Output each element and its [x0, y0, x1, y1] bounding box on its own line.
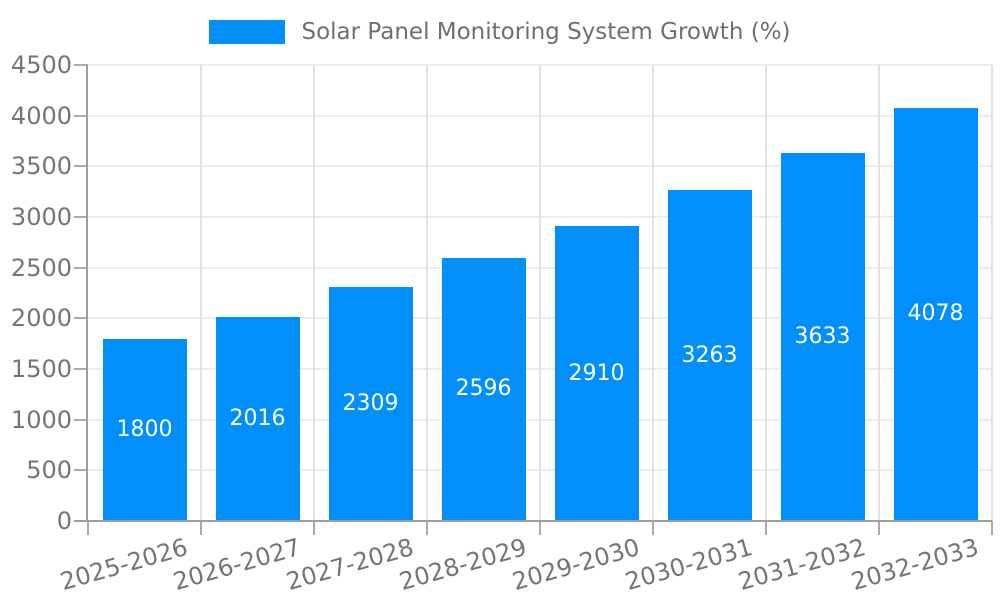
bar	[893, 107, 978, 521]
y-tick-label: 3500	[10, 152, 72, 181]
y-tick	[74, 266, 88, 269]
v-gridline	[426, 65, 428, 521]
bar-value-label: 2016	[229, 405, 286, 431]
x-tick	[652, 521, 654, 535]
x-tick	[765, 521, 767, 535]
v-gridline	[652, 65, 654, 521]
v-gridline	[539, 65, 541, 521]
bar-value-label: 2910	[568, 360, 625, 386]
bar-value-label: 1800	[116, 416, 173, 442]
y-tick	[74, 64, 88, 66]
bar	[328, 287, 413, 521]
bar-value-label: 2596	[455, 376, 512, 402]
x-tick	[200, 521, 202, 535]
y-tick-label: 4500	[10, 51, 72, 79]
y-tick-label: 0	[56, 507, 72, 535]
x-tick	[878, 521, 880, 535]
bar-value-label: 3263	[681, 342, 738, 368]
y-tick-label: 4000	[10, 101, 72, 130]
bar	[441, 257, 526, 521]
y-tick	[74, 114, 88, 117]
legend-color-swatch-icon	[209, 20, 286, 44]
bar	[215, 316, 300, 521]
bar-value-label: 2309	[342, 391, 399, 416]
y-tick-label: 3000	[10, 203, 72, 231]
bar	[102, 338, 187, 521]
bar	[554, 226, 639, 521]
y-tick-label: 2500	[10, 253, 72, 282]
x-tick	[87, 521, 89, 535]
y-tick	[74, 469, 88, 472]
v-gridline	[878, 65, 880, 521]
x-axis-line	[74, 520, 992, 522]
y-tick	[74, 317, 88, 320]
v-gridline	[765, 65, 767, 521]
v-gridline	[991, 65, 993, 521]
y-tick	[74, 165, 88, 168]
x-tick	[313, 521, 315, 535]
y-tick	[74, 368, 88, 370]
y-tick-label: 1000	[10, 405, 72, 434]
bar-value-label: 3633	[794, 323, 851, 349]
chart-legend: Solar Panel Monitoring System Growth (%)	[0, 19, 1000, 45]
v-gridline	[200, 65, 202, 521]
x-tick	[426, 521, 428, 535]
x-tick	[991, 521, 993, 535]
y-tick-label: 1500	[10, 355, 72, 383]
x-tick	[539, 521, 541, 535]
y-tick-label: 500	[26, 456, 72, 485]
legend-label: Solar Panel Monitoring System Growth (%)	[301, 19, 791, 45]
bar	[780, 152, 865, 521]
y-axis-line	[86, 65, 88, 521]
bar-value-label: 4078	[907, 301, 964, 327]
y-tick	[74, 418, 88, 421]
v-gridline	[313, 65, 315, 521]
y-tick	[74, 216, 88, 218]
y-tick-label: 2000	[10, 304, 72, 333]
bar	[667, 190, 752, 521]
